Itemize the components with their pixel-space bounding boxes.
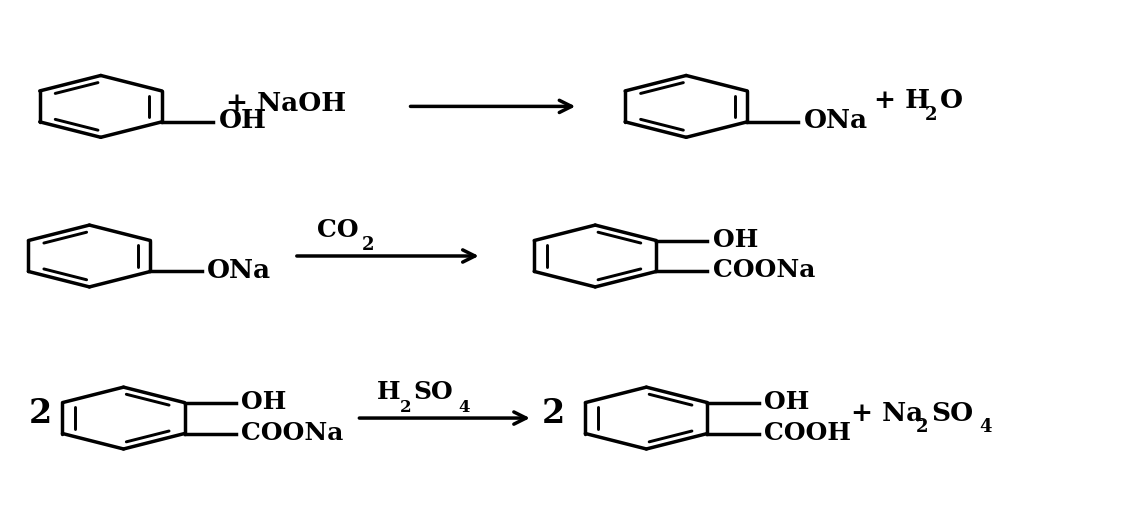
Text: + H: + H (874, 88, 930, 113)
Text: 2: 2 (916, 418, 929, 436)
Text: COONa: COONa (713, 259, 815, 282)
Text: OH: OH (713, 228, 758, 251)
Text: O: O (940, 88, 963, 113)
Text: SO: SO (413, 380, 453, 404)
Text: 4: 4 (459, 399, 471, 416)
Text: 4: 4 (979, 418, 992, 436)
Text: OH: OH (219, 108, 267, 133)
Text: 2: 2 (362, 236, 374, 254)
Text: OH: OH (764, 389, 810, 414)
Text: + NaOH: + NaOH (226, 91, 346, 117)
Text: 2: 2 (542, 396, 566, 429)
Text: OH: OH (242, 389, 286, 414)
Text: + Na: + Na (851, 401, 923, 425)
Text: COOH: COOH (764, 420, 851, 445)
Text: 2: 2 (29, 396, 53, 429)
Text: CO: CO (317, 218, 358, 242)
Text: H: H (377, 380, 401, 404)
Text: SO: SO (932, 401, 973, 425)
Text: ONa: ONa (804, 108, 868, 133)
Text: 2: 2 (400, 399, 411, 416)
Text: ONa: ONa (207, 258, 271, 283)
Text: COONa: COONa (242, 420, 344, 445)
Text: 2: 2 (925, 106, 938, 124)
